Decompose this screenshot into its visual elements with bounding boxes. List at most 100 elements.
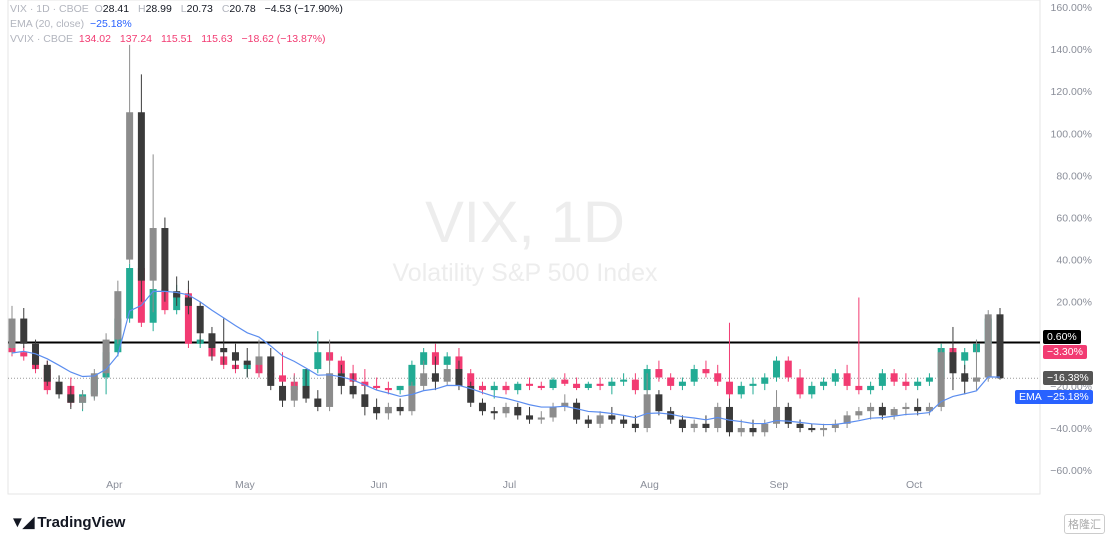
vix-candle [831,423,839,428]
vvix-candle [725,381,733,395]
vvix-candle [408,364,416,386]
vvix-candle [549,379,557,389]
vix-candle [773,406,781,424]
legend-vix: VIX · 1D · CBOE O28.41 H28.99 L20.73 C20… [10,2,349,17]
vvix-candle [690,369,698,382]
vvix-candle [890,373,898,382]
vvix-candle [467,373,475,386]
ema-name-tag: EMA [1015,390,1046,404]
vvix-candle [796,377,804,395]
vix-candle [467,385,475,403]
vix-candle [655,394,663,412]
vvix-candle [396,385,404,391]
vvix-candle [561,379,569,384]
vix-change: −4.53 (−17.90%) [264,3,343,15]
vix-candle [184,297,192,306]
vix-candle [702,423,710,428]
vvix-candle [514,383,522,391]
vvix-candle [737,385,745,395]
y-tick-label: 40.00% [1056,255,1092,267]
tradingview-logo-icon: ▼◢ [10,514,34,531]
vvix-candle [596,383,604,386]
vix-candle [337,373,345,386]
vix-candle [326,373,334,407]
x-tick-label: Oct [906,479,922,491]
vix-candle [996,314,1004,379]
vix-candle [537,417,545,420]
x-tick-label: Apr [106,479,123,491]
vix-candle [314,398,322,407]
vix-candle [478,402,486,412]
y-tick-label: 20.00% [1056,297,1092,309]
vix-candle [667,411,675,420]
low-key: L [180,3,187,15]
vix-candle [90,373,98,397]
watermark-title: VIX, 1D [425,190,625,255]
vvix-candle [773,360,781,378]
y-tick-label: 160.00% [1051,2,1092,14]
x-tick-label: May [235,479,256,491]
vvix-candle [667,377,675,386]
vix-candle [867,406,875,412]
corner-watermark: 格隆汇 [1064,514,1105,534]
vix-candle [678,419,686,428]
vvix-candle [714,373,722,382]
vvix-candle [843,373,851,386]
vvix-high: 137.24 [119,33,153,45]
y-tick-label: −40.00% [1050,423,1092,435]
watermark-subtitle: Volatility S&P 500 Index [393,259,658,287]
vvix-candle [678,381,686,386]
vix-candle [255,356,263,365]
vix-candle [20,318,28,344]
vix-candle [561,402,569,407]
vix-candle [925,406,933,412]
tradingview-logo[interactable]: ▼◢ TradingView [10,513,125,532]
hline-price-tag: 0.60% [1043,330,1081,344]
vvix-low: 115.51 [160,33,193,45]
vix-candle [914,406,922,412]
y-tick-label: 100.00% [1051,128,1092,140]
vvix-candle [490,385,498,391]
vix-label: VIX · 1D · CBOE [10,3,89,15]
legend: VIX · 1D · CBOE O28.41 H28.99 L20.73 C20… [10,2,349,47]
vix-candle [620,419,628,424]
vvix-candle [608,381,616,386]
vvix-candle [537,385,545,389]
vvix-candle [702,369,710,374]
vvix-label: VVIX · CBOE [10,33,74,45]
vix-candle [855,411,863,416]
vvix-candle [361,381,369,386]
vvix-candle [749,383,757,386]
vvix-candle [808,385,816,395]
vvix-change: −18.62 (−13.87%) [241,33,326,45]
vix-candle [443,369,451,382]
vix-candle [690,423,698,428]
vix-candle [220,348,228,353]
vix-candle [420,373,428,386]
y-tick-label: 60.00% [1056,213,1092,225]
close-key: C [221,3,230,15]
vvix-candle [820,381,828,386]
vvix-candle [573,383,581,389]
ema-line [11,290,1001,426]
vvix-candle [867,385,875,391]
vix-candle [902,406,910,410]
vix-candle [8,318,16,349]
vvix-candle [878,373,886,386]
vvix-candle [184,293,192,344]
vvix-candle [478,385,486,391]
vix-candle [784,406,792,424]
vix-candle [843,415,851,424]
vvix-candle [784,360,792,378]
x-tick-label: Jun [371,479,388,491]
vix-candle [243,360,251,365]
vix-low: 20.73 [186,3,213,15]
open-key: O [94,3,103,15]
vvix-close: 115.63 [201,33,233,45]
vix-candle [984,314,992,378]
vvix-candle [855,385,863,391]
vix-candle [361,394,369,407]
vvix-candle [655,369,663,378]
vix-candle [43,364,51,382]
